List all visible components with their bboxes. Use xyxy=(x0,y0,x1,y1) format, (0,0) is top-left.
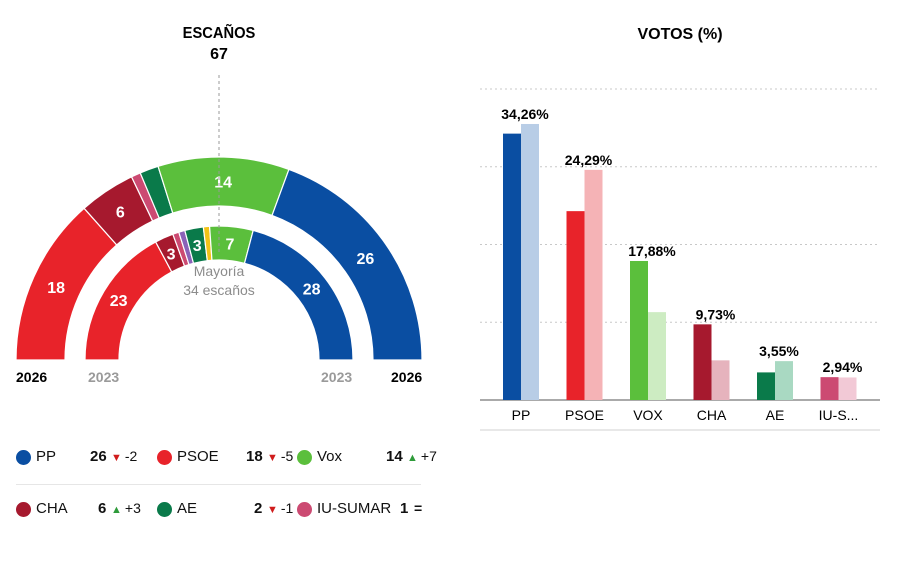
bar-value-label-iu-s: 2,94% xyxy=(823,359,863,375)
bar-2026-vox xyxy=(630,260,648,400)
seat-label-vox: 14 xyxy=(214,175,232,192)
category-label-pp: PP xyxy=(512,407,531,423)
outer-year-left: 2026 xyxy=(16,369,47,385)
seat-arc-pp xyxy=(271,168,423,361)
legend-seats: 2 xyxy=(254,500,263,517)
legend-change: ▼ -1 xyxy=(267,500,293,516)
seats-hemicycle: ESCAÑOS 67 18 6 14 26 23 3 3 7 28 Mayoría 34 es… xyxy=(15,23,423,385)
bar-value-label-cha: 9,73% xyxy=(696,306,736,322)
change-value: -5 xyxy=(280,448,294,464)
category-label-iu-s: IU-S... xyxy=(819,407,859,423)
bar-2023-cha xyxy=(711,360,730,400)
arrow-up-icon: ▲ xyxy=(111,504,122,516)
legend-seats: 26 xyxy=(90,448,107,465)
bar-2023-psoe xyxy=(584,169,603,400)
bar-2023-vox xyxy=(648,312,666,400)
cha-dot xyxy=(16,502,31,517)
seat-label-teruel-existe: 3 xyxy=(193,238,202,255)
inner-year-right: 2023 xyxy=(321,369,352,385)
change-value: -2 xyxy=(124,448,138,464)
outer-ring-2026: 18 6 14 26 xyxy=(15,156,423,361)
bar-value-label-pp: 34,26% xyxy=(501,106,549,122)
pp-dot xyxy=(16,450,31,465)
legend-item-psoe: PSOE 18 ▼ -5 xyxy=(157,446,293,470)
legend-party-name: PP xyxy=(36,448,57,465)
legend-item-cha: CHA 6 ▲ +3 xyxy=(16,498,146,522)
legend-row-1: PP 26 ▼ -2 PSOE 18 ▼ -5 Vox 14 ▲ +7 xyxy=(16,446,437,470)
outer-year-right: 2026 xyxy=(391,369,422,385)
inner-ring-2023: 23 3 3 7 28 xyxy=(84,225,354,361)
bar-value-label-vox: 17,88% xyxy=(628,243,676,259)
bar-value-label-ae: 3,55% xyxy=(759,343,799,359)
bar-value-label-psoe: 24,29% xyxy=(565,152,613,168)
arrow-down-icon: ▼ xyxy=(111,452,122,464)
votes-bars: 34,26% PP 24,29% PSOE 17,88% VOX 9,73% CHA 3,55%… xyxy=(501,106,863,423)
bar-2023-pp xyxy=(521,123,539,401)
legend-change: ▲ +7 xyxy=(407,448,437,464)
legend-party-name: PSOE xyxy=(177,448,219,465)
legend-divider xyxy=(16,484,421,485)
seat-label-cha: 6 xyxy=(116,204,125,221)
legend-party-name: CHA xyxy=(36,500,68,517)
votes-grid xyxy=(480,88,880,431)
ae-dot xyxy=(157,502,172,517)
seats-total: 67 xyxy=(210,46,228,63)
seat-label-cha: 3 xyxy=(167,246,176,263)
bar-2023-iu-s xyxy=(838,377,857,400)
bar-2026-iu-s xyxy=(820,377,839,400)
vox-dot xyxy=(297,450,312,465)
legend-item-pp: PP 26 ▼ -2 xyxy=(16,446,146,470)
legend-party-name: Vox xyxy=(317,448,343,465)
majority-label: Mayoría xyxy=(194,263,245,279)
arrow-down-icon: ▼ xyxy=(267,504,278,516)
category-label-ae: AE xyxy=(766,407,785,423)
bar-2026-pp xyxy=(503,133,521,401)
legend-seats: 14 xyxy=(386,448,403,465)
votes-bar-chart: VOTOS (%) 34,26% PP 24,29% PSOE 17,88% VOX 9,7… xyxy=(480,26,880,431)
legend-item-ae: AE 2 ▼ -1 xyxy=(157,498,293,522)
bar-2026-psoe xyxy=(566,211,585,400)
majority-seats: 34 escaños xyxy=(183,282,255,298)
change-value: +7 xyxy=(420,448,437,464)
change-value: -1 xyxy=(280,500,294,516)
legend-seats: 18 xyxy=(246,448,263,465)
change-value: +3 xyxy=(124,500,141,516)
seat-label-vox: 7 xyxy=(226,237,235,254)
arrow-down-icon: ▼ xyxy=(267,452,278,464)
change-value: = xyxy=(414,500,423,516)
category-label-vox: VOX xyxy=(633,407,663,423)
legend-item-iu-sumar: IU-SUMAR 1 = xyxy=(297,498,422,522)
seat-arc-pp xyxy=(243,229,354,361)
iu-sumar-dot xyxy=(297,502,312,517)
legend-seats: 6 xyxy=(98,500,107,517)
legend-change: = xyxy=(414,500,422,516)
bar-2026-ae xyxy=(757,372,775,400)
votes-title: VOTOS (%) xyxy=(637,26,722,43)
seats-title: ESCAÑOS xyxy=(183,23,256,42)
arrow-up-icon: ▲ xyxy=(407,452,418,464)
legend-party-name: AE xyxy=(177,500,198,517)
seat-label-pp: 28 xyxy=(303,282,321,299)
inner-year-left: 2023 xyxy=(88,369,119,385)
legend-seats: 1 xyxy=(400,500,409,517)
legend-row-2: CHA 6 ▲ +3 AE 2 ▼ -1 IU-SUMAR 1 = xyxy=(16,498,422,522)
seat-label-psoe: 18 xyxy=(47,280,65,297)
legend-change: ▲ +3 xyxy=(111,500,141,516)
legend-change: ▼ -5 xyxy=(267,448,293,464)
psoe-dot xyxy=(157,450,172,465)
category-label-cha: CHA xyxy=(697,407,727,423)
category-label-psoe: PSOE xyxy=(565,407,604,423)
bar-2023-ae xyxy=(775,361,793,400)
seat-label-psoe: 23 xyxy=(110,293,128,310)
legend-change: ▼ -2 xyxy=(111,448,137,464)
legend-item-vox: Vox 14 ▲ +7 xyxy=(297,446,437,470)
bar-2026-cha xyxy=(693,324,712,400)
seat-label-pp: 26 xyxy=(356,251,374,268)
legend-party-name: IU-SUMAR xyxy=(317,500,392,517)
